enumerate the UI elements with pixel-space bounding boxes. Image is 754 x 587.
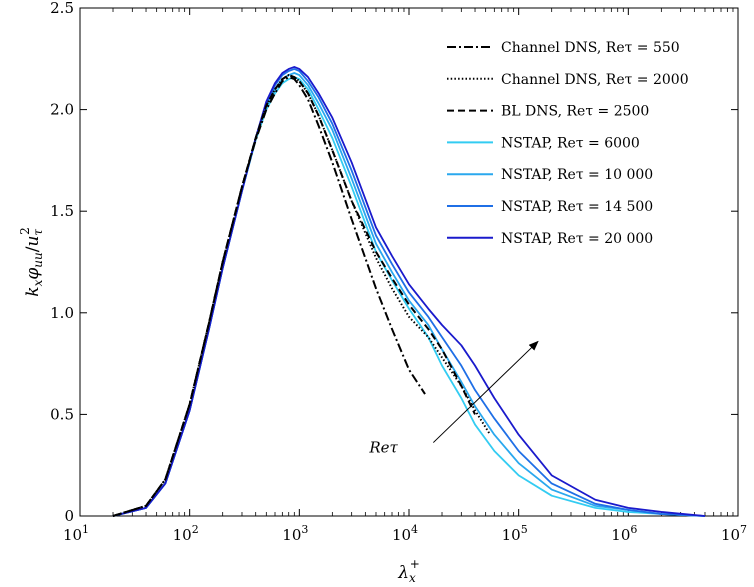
y-tick-label: 1.5 <box>50 202 74 220</box>
y-tick-label: 0.5 <box>50 405 74 423</box>
x-tick-label-exp: 3 <box>301 523 308 536</box>
x-tick-label: 103 <box>282 523 308 544</box>
x-tick-label-exp: 7 <box>740 523 747 536</box>
x-tick-label: 105 <box>502 523 528 544</box>
legend-label-6: NSTAP, Reτ = 20 000 <box>501 231 653 247</box>
annotation-arrow <box>432 340 539 443</box>
legend: Channel DNS, Reτ = 550 Channel DNS, Reτ =… <box>447 40 689 247</box>
y-tick-label: 1.0 <box>50 304 74 322</box>
x-tick-label-exp: 4 <box>411 523 418 536</box>
y-tick-label: 2.5 <box>50 0 74 17</box>
y-axis-label: kxφuu/uτ2 <box>18 227 45 296</box>
x-tick-label-exp: 5 <box>521 523 528 536</box>
x-tick-label: 104 <box>392 523 418 544</box>
x-axis-label-sub: x <box>409 571 416 585</box>
x-tick-label-base: 10 <box>63 526 82 544</box>
x-tick-label-base: 10 <box>721 526 740 544</box>
legend-label-4: NSTAP, Reτ = 10 000 <box>501 167 653 183</box>
x-axis-label: λx+ <box>397 557 420 585</box>
x-axis-label-main: λ <box>397 563 409 583</box>
legend-label-2: BL DNS, Reτ = 2500 <box>501 104 649 120</box>
series-line-6 <box>112 66 706 517</box>
legend-label-0: Channel DNS, Reτ = 550 <box>501 40 680 56</box>
annotation-label: Reτ <box>368 439 398 457</box>
x-axis-label-sup: + <box>410 557 420 571</box>
x-tick-label-base: 10 <box>173 526 192 544</box>
series-layer <box>112 66 706 517</box>
x-tick-label-base: 10 <box>611 526 630 544</box>
legend-label-3: NSTAP, Reτ = 6000 <box>501 135 640 151</box>
annotation-layer: Reτ <box>368 340 539 457</box>
y-tick-label: 0 <box>64 507 74 525</box>
legend-label-5: NSTAP, Reτ = 14 500 <box>501 199 653 215</box>
x-tick-label: 101 <box>63 523 89 544</box>
series-line-2 <box>112 74 476 517</box>
y-tick-label: 2.0 <box>50 101 74 119</box>
x-tick-label-exp: 2 <box>192 523 199 536</box>
x-tick-label-base: 10 <box>282 526 301 544</box>
x-tick-label-exp: 1 <box>82 523 89 536</box>
x-tick-label: 106 <box>611 523 637 544</box>
x-tick-label: 102 <box>173 523 199 544</box>
legend-label-1: Channel DNS, Reτ = 2000 <box>501 72 689 88</box>
x-tick-label: 107 <box>721 523 747 544</box>
x-tick-label-exp: 6 <box>630 523 637 536</box>
x-tick-label-base: 10 <box>392 526 411 544</box>
series-line-1 <box>112 74 492 517</box>
x-tick-label-base: 10 <box>502 526 521 544</box>
